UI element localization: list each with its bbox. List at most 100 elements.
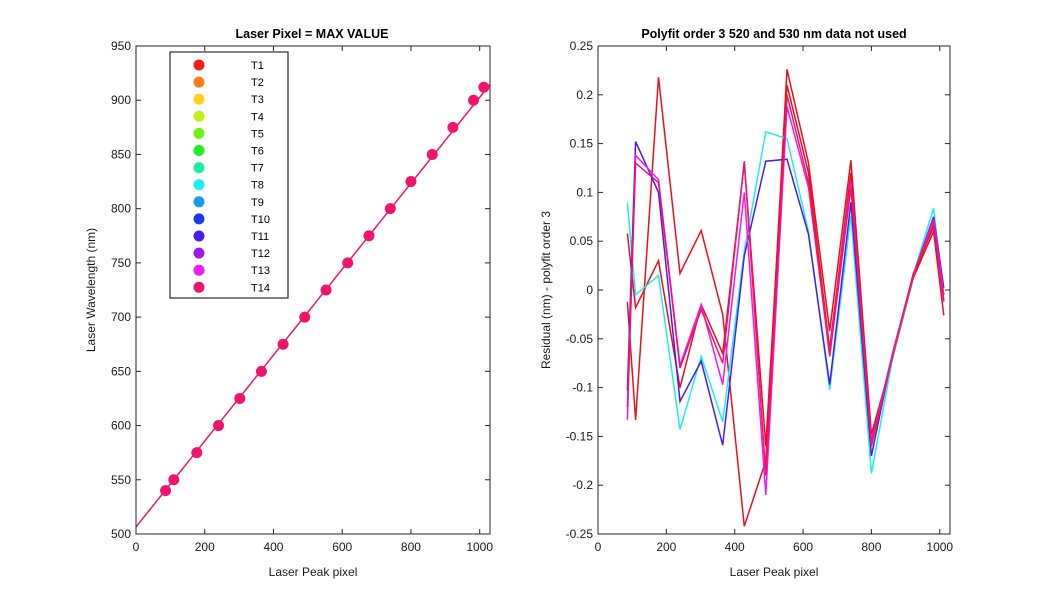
right-plot-frame xyxy=(597,45,951,535)
data-point xyxy=(468,94,480,106)
data-point xyxy=(212,420,224,432)
right-y-tick-label: -0.15 xyxy=(566,429,594,443)
legend-marker xyxy=(193,281,205,293)
data-point xyxy=(363,230,375,242)
legend-entry-label: T7 xyxy=(251,163,264,175)
right-y-tick-label: 0.25 xyxy=(570,39,594,53)
left-y-tick-label: 550 xyxy=(111,473,131,487)
data-point xyxy=(384,203,396,215)
data-point xyxy=(342,257,354,269)
left-y-tick-label: 950 xyxy=(111,39,131,53)
legend-marker xyxy=(193,179,205,191)
data-point xyxy=(320,284,332,296)
legend-marker xyxy=(193,213,205,225)
legend: T1 T2 T3 T4 T5 T6 T7 T8 T9 T10 T11 T12 T13 T14 xyxy=(169,51,289,299)
left-y-axis-label: Laser Wavelength (nm) xyxy=(84,228,98,352)
legend-marker xyxy=(193,59,205,71)
right-chart-title: Polyfit order 3 520 and 530 nm data not … xyxy=(641,27,906,41)
data-point xyxy=(405,176,417,188)
data-point xyxy=(447,121,459,133)
right-y-tick-label: -0.2 xyxy=(572,478,593,492)
right-y-tick-label: 0.15 xyxy=(570,137,594,151)
legend-items: T1 T2 T3 T4 T5 T6 T7 T8 T9 T10 T11 T12 T13 T14 xyxy=(193,59,270,294)
left-chart-ticks: 0 200 400 600 800 1000 500 550 600 650 700 750 800 85… xyxy=(111,39,493,554)
left-plot-frame xyxy=(135,45,491,535)
right-x-tick-label: 800 xyxy=(861,540,881,554)
series-line xyxy=(626,94,945,476)
legend-entry-label: T11 xyxy=(251,231,269,243)
legend-entry-label: T8 xyxy=(251,180,264,192)
data-point xyxy=(191,447,203,459)
right-x-tick-label: 400 xyxy=(725,540,745,554)
data-point xyxy=(277,338,289,350)
right-x-tick-label: 1000 xyxy=(926,540,953,554)
right-chart-marks xyxy=(626,69,945,527)
legend-entry-label: T4 xyxy=(251,111,264,123)
left-x-tick-label: 200 xyxy=(195,540,215,554)
legend-marker xyxy=(193,93,205,105)
series-line xyxy=(626,106,945,496)
right-x-tick-label: 0 xyxy=(595,540,602,554)
left-y-tick-label: 650 xyxy=(111,364,131,378)
data-point xyxy=(426,148,438,160)
legend-entry-label: T9 xyxy=(251,197,264,209)
right-y-tick-label: 0.2 xyxy=(576,88,593,102)
left-y-tick-label: 800 xyxy=(111,202,131,216)
left-x-axis-label: Laser Peak pixel xyxy=(269,565,358,579)
legend-entry-label: T5 xyxy=(251,128,264,140)
left-x-tick-label: 400 xyxy=(263,540,283,554)
legend-entry-label: T10 xyxy=(251,214,270,226)
legend-entry-label: T13 xyxy=(251,265,270,277)
data-point xyxy=(478,81,490,93)
legend-marker xyxy=(193,264,205,276)
right-x-tick-label: 200 xyxy=(656,540,676,554)
legend-marker xyxy=(193,145,205,156)
right-y-tick-label: 0.05 xyxy=(570,234,594,248)
legend-marker xyxy=(193,110,205,122)
left-y-tick-label: 850 xyxy=(111,147,131,161)
left-y-tick-label: 600 xyxy=(111,419,131,433)
data-point xyxy=(168,474,180,486)
left-x-tick-label: 0 xyxy=(133,540,140,554)
series-line xyxy=(626,130,945,474)
data-point xyxy=(255,365,267,377)
left-y-tick-label: 750 xyxy=(111,256,131,270)
left-chart-panel: Laser Pixel = MAX VALUE 0 200 400 600 800 100… xyxy=(84,27,493,579)
left-y-tick-label: 900 xyxy=(111,93,131,107)
right-chart-ticks: 0 200 400 600 800 1000 -0.25 -0.2 -0.15 -0.1 -0.05… xyxy=(566,39,954,554)
right-y-tick-label: -0.1 xyxy=(572,381,593,395)
right-y-tick-label: 0 xyxy=(586,283,593,297)
legend-marker xyxy=(193,76,205,88)
legend-entry-label: T14 xyxy=(251,282,270,294)
legend-box xyxy=(169,51,289,299)
legend-marker xyxy=(193,127,205,139)
right-y-tick-label: 0.1 xyxy=(576,185,593,199)
legend-entry-label: T6 xyxy=(251,146,264,158)
data-point xyxy=(160,485,172,497)
data-point xyxy=(234,392,246,404)
legend-entry-label: T1 xyxy=(251,60,264,72)
legend-marker xyxy=(193,230,205,242)
legend-entry-label: T3 xyxy=(251,94,264,106)
legend-entry-label: T12 xyxy=(251,248,270,260)
left-chart-marks xyxy=(135,81,491,528)
right-y-axis-label: Residual (nm) - polyfit order 3 xyxy=(539,211,553,369)
right-x-axis-label: Laser Peak pixel xyxy=(730,565,819,579)
data-point xyxy=(299,311,311,323)
legend-entry-label: T2 xyxy=(251,77,264,89)
left-y-tick-label: 700 xyxy=(111,310,131,324)
legend-marker xyxy=(193,162,205,174)
right-chart-panel: Polyfit order 3 520 and 530 nm data not … xyxy=(539,27,953,579)
series-line xyxy=(626,141,945,457)
left-x-tick-label: 600 xyxy=(332,540,352,554)
right-y-tick-label: -0.25 xyxy=(566,527,594,541)
legend-marker xyxy=(193,247,205,259)
left-y-tick-label: 500 xyxy=(111,527,131,541)
left-x-tick-label: 1000 xyxy=(466,540,493,554)
right-x-tick-label: 600 xyxy=(793,540,813,554)
right-y-tick-label: -0.05 xyxy=(566,332,594,346)
legend-marker xyxy=(193,196,205,208)
left-chart-title: Laser Pixel = MAX VALUE xyxy=(236,27,389,41)
left-x-tick-label: 800 xyxy=(401,540,421,554)
